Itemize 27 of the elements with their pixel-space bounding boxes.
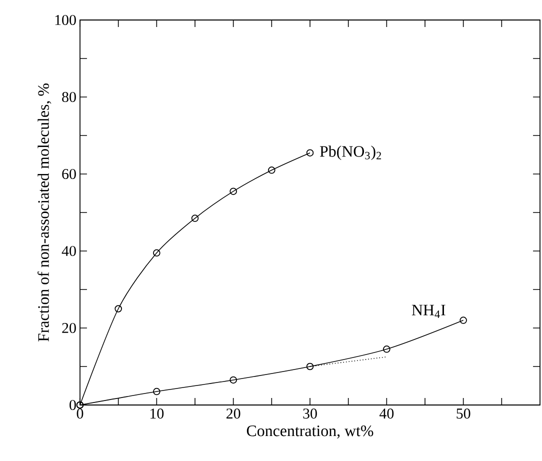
point bbox=[306, 149, 314, 156]
point bbox=[114, 305, 122, 312]
x-tick-label: 50 bbox=[456, 408, 470, 419]
point bbox=[230, 376, 237, 384]
point bbox=[191, 214, 199, 222]
x-tick-label: 10 bbox=[150, 408, 164, 419]
point bbox=[306, 362, 314, 370]
x-tick-label: 20 bbox=[226, 408, 240, 419]
y-tick-label: 100 bbox=[55, 14, 76, 26]
y-tick-label: 0 bbox=[70, 400, 76, 410]
x-tick-label: 0 bbox=[76, 408, 84, 419]
point bbox=[153, 249, 160, 257]
y-tick-label: 40 bbox=[62, 246, 76, 256]
point bbox=[230, 188, 237, 195]
point bbox=[268, 166, 276, 174]
y-tick-label: 60 bbox=[62, 168, 76, 180]
series-label: Pb(NO$_{3}$)$_{2}$ bbox=[320, 146, 382, 160]
y-axis-title: Fraction of non-associated molecules, % bbox=[38, 84, 52, 342]
y-tick-label: 20 bbox=[62, 322, 76, 334]
series-label: NH$_{4}$I bbox=[412, 304, 446, 318]
y-tick-label: 80 bbox=[62, 92, 76, 102]
point bbox=[383, 346, 390, 353]
x-axis-title: Concentration, wt% bbox=[246, 425, 374, 438]
point bbox=[153, 388, 160, 396]
x-tick-label: 40 bbox=[379, 408, 394, 419]
x-tick-label: 30 bbox=[303, 408, 317, 419]
point bbox=[460, 316, 467, 324]
